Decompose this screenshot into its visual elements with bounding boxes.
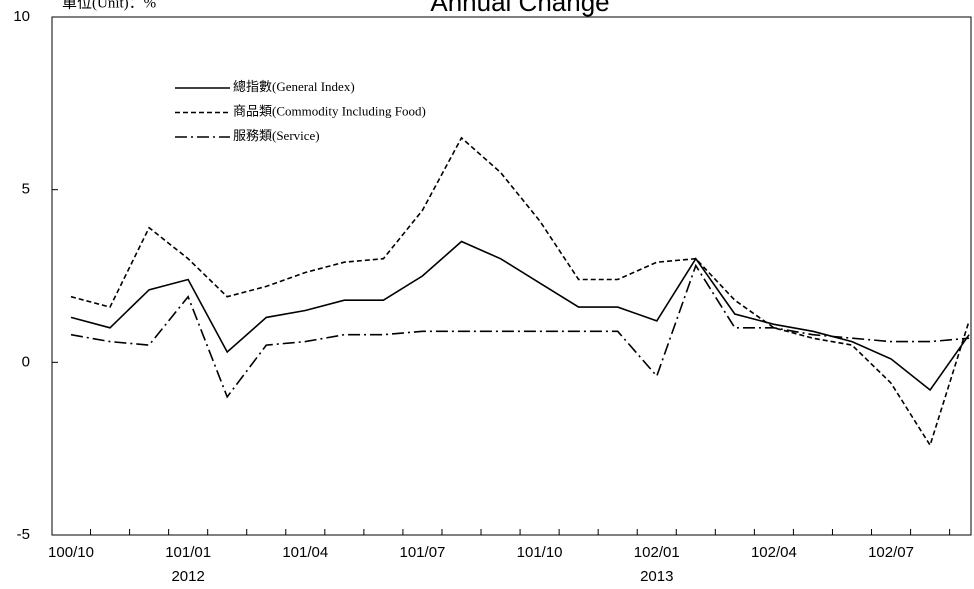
x-tick-sublabel: 2013: [640, 568, 673, 585]
y-tick-label: -5: [17, 526, 30, 543]
legend-label: 總指數(General Index): [233, 79, 355, 94]
x-tick-label: 102/01: [634, 544, 680, 561]
x-tick-label: 102/04: [751, 544, 797, 561]
x-tick-label: 101/04: [282, 544, 328, 561]
legend-label: 服務類(Service): [233, 128, 320, 143]
x-tick-label: 101/01: [165, 544, 211, 561]
x-tick-label: 101/07: [400, 544, 446, 561]
y-tick-label: 5: [22, 181, 30, 198]
x-tick-sublabel: 2012: [171, 568, 204, 585]
x-tick-label: 101/10: [517, 544, 563, 561]
x-tick-label: 102/07: [868, 544, 914, 561]
plot-frame: [51, 16, 972, 536]
series-line: [70, 136, 970, 448]
y-tick-label: 10: [13, 8, 30, 25]
x-tick-label: 100/10: [48, 544, 94, 561]
chart-title: Annual Change: [430, 0, 609, 17]
y-tick-label: 0: [22, 353, 30, 370]
legend-label: 商品類(Commodity Including Food): [233, 103, 426, 118]
series-line: [70, 240, 970, 392]
unit-label: 單位(Unit)：%: [62, 0, 156, 11]
series-line: [70, 263, 970, 399]
